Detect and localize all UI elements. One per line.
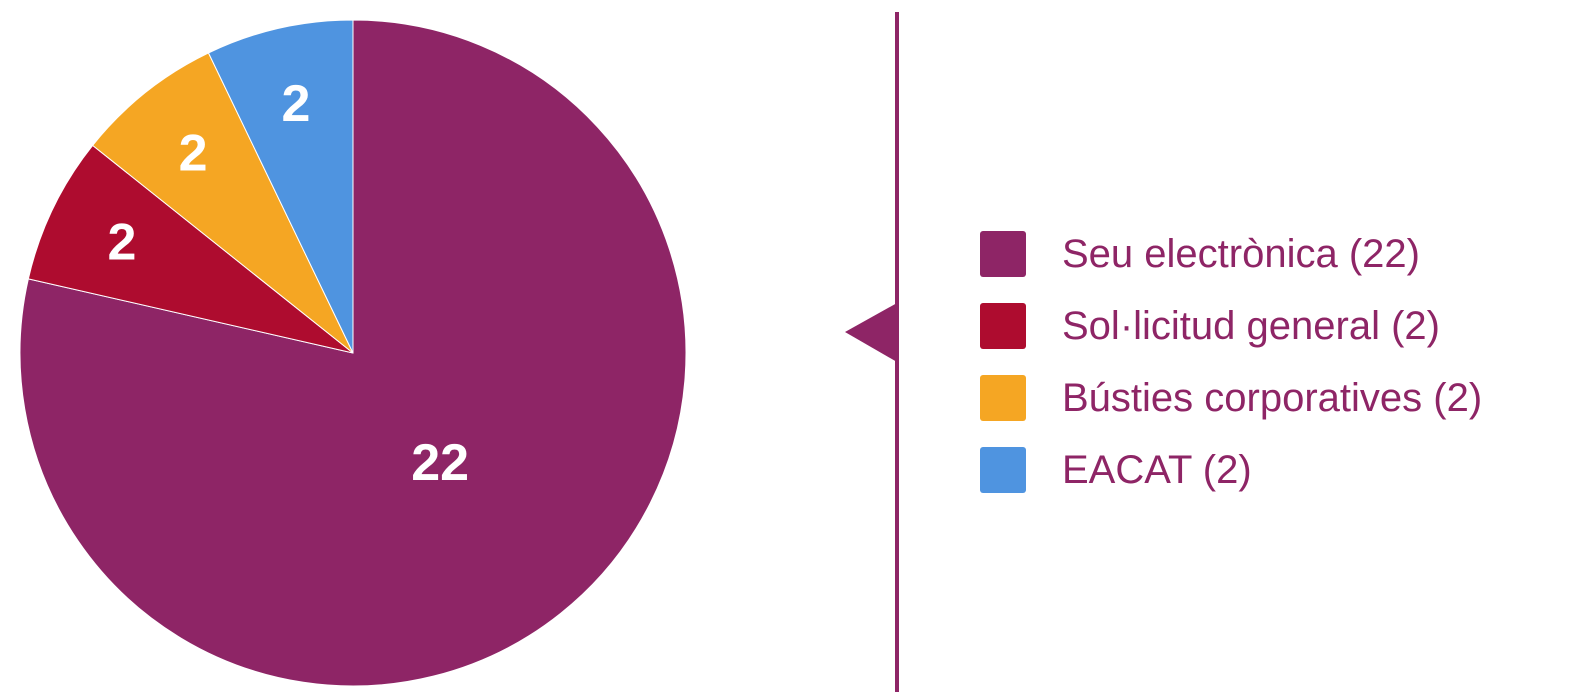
pie-slice-sol-licitud-general bbox=[27, 144, 354, 354]
pie-slices bbox=[19, 19, 687, 687]
legend-label: Seu electrònica (22) bbox=[1062, 231, 1420, 276]
pie-slice-eacat bbox=[207, 19, 354, 354]
legend-item-eacat: EACAT (2) bbox=[980, 434, 1580, 506]
divider-callout bbox=[845, 12, 899, 692]
legend-label: Sol·licitud general (2) bbox=[1062, 303, 1440, 348]
pie-slice-seu-electr-nica bbox=[19, 19, 687, 687]
pie-slice-label: 2 bbox=[179, 124, 208, 182]
pie-slice-label: 2 bbox=[108, 213, 137, 271]
pie-slice-b-sties-corporatives bbox=[91, 52, 354, 354]
legend-label: EACAT (2) bbox=[1062, 447, 1252, 492]
legend-item-busties-corporatives: Bústies corporatives (2) bbox=[980, 362, 1580, 434]
legend-swatch bbox=[980, 375, 1026, 421]
legend-swatch bbox=[980, 231, 1026, 277]
legend-item-sol-licitud-general: Sol·licitud general (2) bbox=[980, 290, 1580, 362]
divider-pointer bbox=[845, 303, 897, 362]
legend-label: Bústies corporatives (2) bbox=[1062, 375, 1483, 420]
pie-slice-label: 2 bbox=[281, 75, 310, 133]
legend: Seu electrònica (22) Sol·licitud general… bbox=[980, 218, 1580, 506]
legend-swatch bbox=[980, 303, 1026, 349]
legend-item-seu-electronica: Seu electrònica (22) bbox=[980, 218, 1580, 290]
legend-swatch bbox=[980, 447, 1026, 493]
pie-slice-label: 22 bbox=[411, 434, 469, 492]
